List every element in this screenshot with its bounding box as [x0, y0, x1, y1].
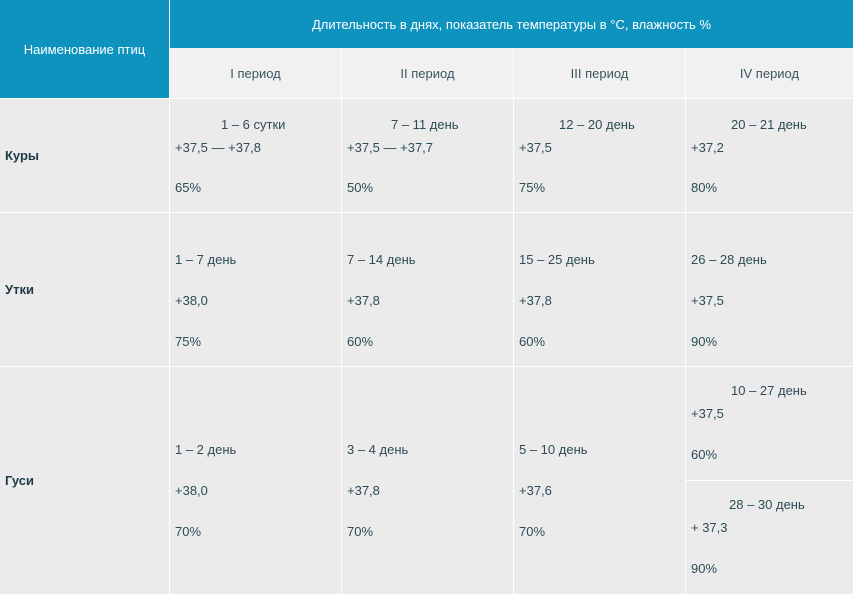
cell-utki-p4: 26 – 28 день +37,5 90%	[685, 212, 853, 366]
days-text: 1 – 7 день	[175, 252, 237, 267]
days-text: 20 – 21 день	[731, 117, 807, 132]
period-label: IV период	[739, 65, 800, 81]
bird-name-label: Утки	[5, 282, 34, 297]
cell-kury-p4: 20 – 21 день +37,2 80%	[685, 98, 853, 212]
bird-name-gusi: Гуси	[0, 366, 169, 594]
temperature-text: +37,2	[691, 140, 724, 155]
period-header-1: I период	[169, 48, 341, 98]
bird-name-kury: Куры	[0, 98, 169, 212]
cell-utki-p2: 7 – 14 день +37,8 60%	[341, 212, 513, 366]
days-text: 1 – 2 день	[175, 442, 237, 457]
days-text: 26 – 28 день	[691, 252, 767, 267]
cell-kury-p2: 7 – 11 день +37,5 — +37,7 50%	[341, 98, 513, 212]
cell-gusi-p2: 3 – 4 день +37,8 70%	[341, 366, 513, 594]
cell-kury-p3: 12 – 20 день +37,5 75%	[513, 98, 685, 212]
temperature-text: +37,8	[347, 483, 380, 498]
humidity-text: 70%	[347, 524, 374, 539]
days-text: 12 – 20 день	[559, 117, 635, 132]
name-column-header-label: Наименование птиц	[23, 41, 146, 57]
name-column-header: Наименование птиц	[0, 0, 169, 98]
humidity-text: 80%	[691, 180, 718, 195]
days-text: 3 – 4 день	[347, 442, 409, 457]
humidity-text: 75%	[175, 334, 202, 349]
temperature-text: +37,5 — +37,7	[347, 140, 434, 155]
temperature-text: +37,5	[519, 140, 552, 155]
humidity-text: 60%	[347, 334, 374, 349]
humidity-text: 70%	[175, 524, 202, 539]
period-label: II период	[400, 65, 455, 81]
cell-gusi-p3: 5 – 10 день +37,6 70%	[513, 366, 685, 594]
temperature-text: +37,6	[519, 483, 552, 498]
period-header-3: III период	[513, 48, 685, 98]
humidity-text: 70%	[519, 524, 546, 539]
days-text: 1 – 6 сутки	[221, 117, 286, 132]
cell-utki-p1: 1 – 7 день +38,0 75%	[169, 212, 341, 366]
cell-gusi-p1: 1 – 2 день +38,0 70%	[169, 366, 341, 594]
temperature-text: +38,0	[175, 483, 208, 498]
humidity-text: 50%	[347, 180, 374, 195]
humidity-text: 65%	[175, 180, 202, 195]
temperature-text: +37,8	[519, 293, 552, 308]
bird-name-label: Куры	[5, 148, 40, 163]
days-text: 5 – 10 день	[519, 442, 588, 457]
cell-gusi-p4-a: 10 – 27 день +37,5 60%	[685, 366, 853, 480]
temperature-text: +37,8	[347, 293, 380, 308]
temperature-text: +38,0	[175, 293, 208, 308]
days-text: 28 – 30 день	[729, 497, 805, 512]
cell-utki-p3: 15 – 25 день +37,8 60%	[513, 212, 685, 366]
bird-name-utki: Утки	[0, 212, 169, 366]
days-text: 10 – 27 день	[731, 383, 807, 398]
humidity-text: 90%	[691, 334, 718, 349]
humidity-text: 90%	[691, 561, 718, 576]
period-header-4: IV период	[685, 48, 853, 98]
days-text: 15 – 25 день	[519, 252, 595, 267]
humidity-text: 60%	[691, 447, 718, 462]
temperature-text: + 37,3	[691, 520, 728, 535]
span-header: Длительность в днях, показатель температ…	[169, 0, 853, 48]
cell-kury-p1: 1 – 6 сутки +37,5 — +37,8 65%	[169, 98, 341, 212]
temperature-text: +37,5	[691, 293, 724, 308]
temperature-text: +37,5	[691, 406, 724, 421]
days-text: 7 – 11 день	[391, 117, 459, 132]
cell-gusi-p4-b: 28 – 30 день + 37,3 90%	[685, 480, 853, 594]
period-label: I период	[230, 65, 281, 81]
period-label: III период	[570, 65, 629, 81]
bird-name-label: Гуси	[5, 473, 35, 488]
span-header-label: Длительность в днях, показатель температ…	[311, 16, 712, 32]
humidity-text: 75%	[519, 180, 546, 195]
days-text: 7 – 14 день	[347, 252, 416, 267]
period-header-2: II период	[341, 48, 513, 98]
humidity-text: 60%	[519, 334, 546, 349]
temperature-text: +37,5 — +37,8	[175, 140, 262, 155]
